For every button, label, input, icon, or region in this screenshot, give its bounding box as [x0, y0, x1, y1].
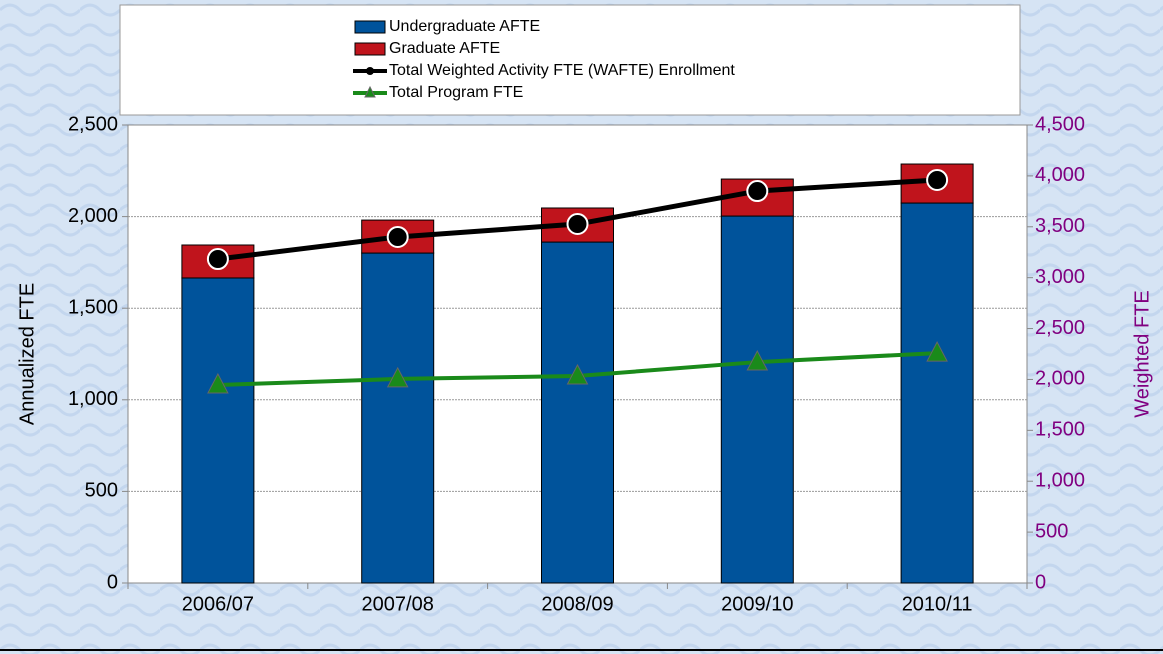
- x-tick-label: 2009/10: [721, 593, 793, 615]
- y2-tick-label: 2,000: [1035, 368, 1085, 390]
- y2-tick-label: 1,000: [1035, 470, 1085, 492]
- point: [926, 341, 948, 362]
- y-tick-label: 2,000: [68, 205, 118, 227]
- point: [746, 349, 769, 371]
- y2-tick-label: 4,000: [1035, 164, 1085, 186]
- x-tick-label: 2010/11: [902, 593, 973, 615]
- y2-tick-label: 3,500: [1035, 215, 1085, 237]
- point: [746, 180, 769, 203]
- point: [566, 363, 589, 385]
- legend-marker: [366, 67, 374, 75]
- point: [207, 372, 229, 394]
- bar: [361, 252, 435, 584]
- bar: [720, 215, 794, 584]
- legend-swatch: [354, 20, 386, 34]
- bar: [541, 241, 614, 584]
- y2-tick-label: 3,000: [1035, 266, 1085, 288]
- x-tick-label: 2008/09: [541, 593, 613, 615]
- point: [926, 168, 949, 191]
- legend-label: Undergraduate AFTE: [389, 18, 540, 35]
- legend-box: [119, 4, 1021, 116]
- legend-label: Total Program FTE: [389, 84, 523, 101]
- x-tick-label: 2006/07: [182, 593, 254, 615]
- y-tick-label: 500: [85, 480, 118, 502]
- y2-tick-label: 1,500: [1035, 419, 1085, 441]
- bar: [181, 277, 255, 584]
- y-tick-label: 1,500: [68, 296, 118, 318]
- bar: [900, 202, 974, 584]
- y-tick-label: 0: [107, 571, 118, 593]
- y2-tick-label: 0: [1035, 571, 1046, 593]
- legend-swatch: [354, 42, 386, 56]
- y2-axis-label: Weighted FTE: [1131, 290, 1153, 417]
- legend-label: Graduate AFTE: [389, 40, 500, 57]
- legend-marker: [364, 85, 376, 98]
- y-tick-label: 2,500: [68, 113, 118, 135]
- point: [386, 366, 409, 388]
- y-axis-label: Annualized FTE: [16, 283, 38, 425]
- legend-label: Total Weighted Activity FTE (WAFTE) Enro…: [389, 62, 735, 79]
- y2-tick-label: 4,500: [1035, 113, 1085, 135]
- y2-tick-label: 2,500: [1035, 317, 1085, 339]
- point: [566, 213, 589, 236]
- point: [386, 225, 409, 248]
- y2-tick-label: 500: [1035, 520, 1068, 542]
- y-tick-label: 1,000: [68, 388, 118, 410]
- x-tick-label: 2007/08: [362, 593, 434, 615]
- point: [206, 248, 229, 271]
